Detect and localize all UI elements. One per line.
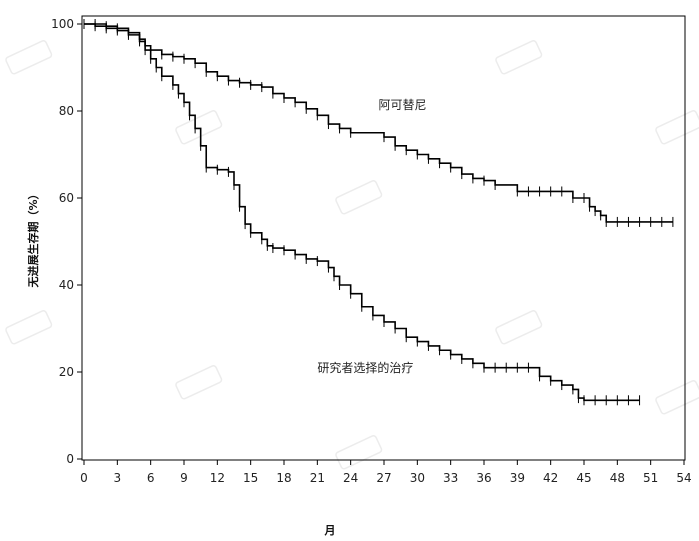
y-tick-label: 40 <box>59 278 74 292</box>
x-tick-label: 21 <box>310 471 325 485</box>
x-tick-label: 45 <box>576 471 591 485</box>
x-tick-label: 33 <box>443 471 458 485</box>
watermark-mark <box>175 365 223 400</box>
watermark-shape <box>5 40 53 75</box>
x-tick-label: 27 <box>376 471 391 485</box>
watermark-mark <box>655 380 699 415</box>
watermark-shape <box>655 380 699 415</box>
x-axis-title: 月 <box>324 524 336 537</box>
y-tick-label: 60 <box>59 191 74 205</box>
watermark-shape <box>495 40 543 75</box>
watermark-shape <box>495 310 543 345</box>
watermark-shape <box>335 435 383 470</box>
watermark-mark <box>5 40 53 75</box>
watermark-mark <box>495 40 543 75</box>
x-tick-label: 6 <box>147 471 155 485</box>
x-tick-label: 39 <box>510 471 525 485</box>
y-axis: 0 20 40 60 80 100 <box>51 17 82 466</box>
watermark-mark <box>175 110 223 145</box>
y-tick-label: 0 <box>66 452 74 466</box>
x-tick-label: 42 <box>543 471 558 485</box>
x-tick-label: 48 <box>610 471 625 485</box>
x-tick-label: 3 <box>114 471 122 485</box>
series-annotation: 研究者选择的治疗 <box>317 360 413 375</box>
x-tick-label: 9 <box>180 471 188 485</box>
x-tick-label: 18 <box>276 471 291 485</box>
y-tick-label: 20 <box>59 365 74 379</box>
watermark-shape <box>5 310 53 345</box>
watermark-shape <box>175 110 223 145</box>
x-tick-label: 51 <box>643 471 658 485</box>
watermark-mark <box>335 435 383 470</box>
x-tick-label: 24 <box>343 471 358 485</box>
x-tick-label: 54 <box>676 471 691 485</box>
watermark-shape <box>335 180 383 215</box>
km-curve-2 <box>84 23 640 402</box>
y-tick-label: 100 <box>51 17 74 31</box>
watermark-mark <box>5 310 53 345</box>
x-tick-label: 15 <box>243 471 258 485</box>
watermark-mark <box>655 110 699 145</box>
km-curve-1 <box>84 23 673 223</box>
x-tick-label: 12 <box>210 471 225 485</box>
y-axis-title: 无进展生存期（%） <box>26 188 40 288</box>
watermark-mark <box>495 310 543 345</box>
x-tick-label: 30 <box>410 471 425 485</box>
x-axis: 0 3 6 9 12 15 18 21 24 27 30 33 36 39 42 45 48 51 54 <box>80 460 692 485</box>
series-annotation: 阿可替尼 <box>378 98 426 112</box>
y-tick-label: 80 <box>59 104 74 118</box>
x-tick-label: 36 <box>476 471 491 485</box>
watermark-shape <box>655 110 699 145</box>
x-tick-label: 0 <box>80 471 88 485</box>
series-layer <box>83 19 674 406</box>
watermark-shape <box>175 365 223 400</box>
watermark-mark <box>335 180 383 215</box>
